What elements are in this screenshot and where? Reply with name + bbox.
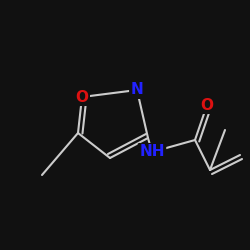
Text: NH: NH: [139, 144, 165, 160]
Text: N: N: [130, 82, 143, 98]
Text: O: O: [200, 98, 213, 112]
Text: O: O: [76, 90, 88, 104]
